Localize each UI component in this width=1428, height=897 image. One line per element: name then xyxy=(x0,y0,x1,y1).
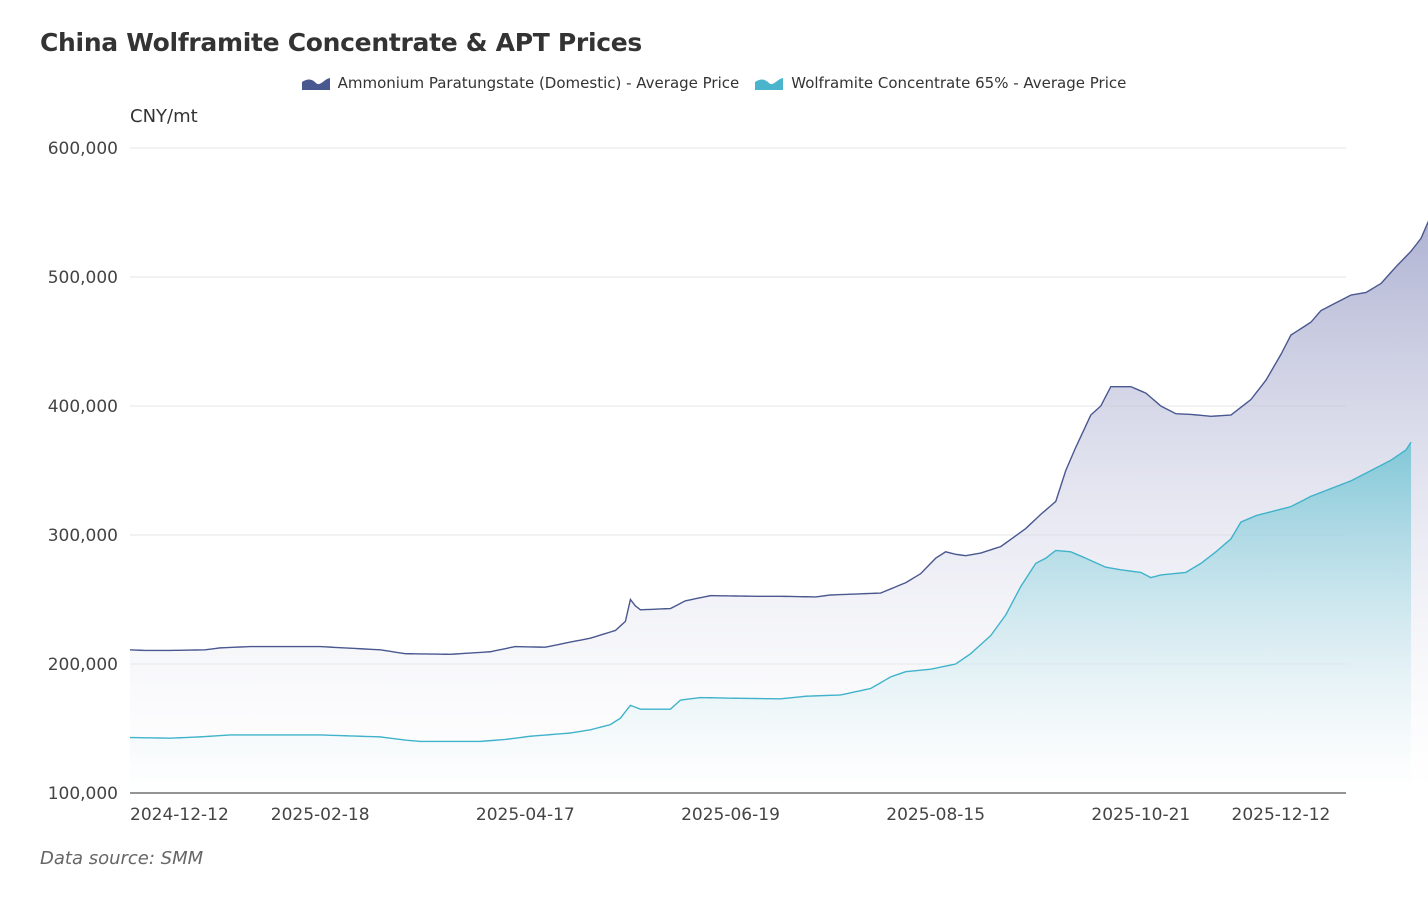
x-axis: 2024-12-12 2025-02-18 2025-04-17 2025-06-19… xyxy=(130,792,1346,825)
series-area-wolframite xyxy=(130,442,1412,793)
x-tick-label: 2025-08-15 xyxy=(886,805,985,825)
x-tick-label: 2024-12-12 xyxy=(130,805,229,825)
y-tick-label: 500,000 xyxy=(48,268,118,288)
legend: Ammonium Paratungstate (Domestic) - Aver… xyxy=(0,74,1428,92)
x-tick-label: 2025-04-17 xyxy=(476,805,575,825)
chart-title: China Wolframite Concentrate & APT Price… xyxy=(40,28,642,57)
legend-swatch-apt xyxy=(301,78,330,90)
series-line-wolframite xyxy=(129,441,1412,743)
y-axis-ticks: 100,000 200,000 300,000 400,000 500,000 600,0… xyxy=(48,139,118,804)
series-areas xyxy=(129,220,1428,793)
y-axis-unit: CNY/mt xyxy=(130,106,198,127)
x-tick-label: 2025-10-21 xyxy=(1091,805,1190,825)
legend-label-wolframite: Wolframite Concentrate 65% - Average Pri… xyxy=(791,74,1127,92)
y-tick-label: 100,000 xyxy=(48,784,118,804)
legend-label-apt: Ammonium Paratungstate (Domestic) - Aver… xyxy=(337,74,740,92)
legend-item-apt[interactable]: Ammonium Paratungstate (Domestic) - Aver… xyxy=(301,74,740,92)
data-source: Data source: SMM xyxy=(40,848,204,869)
x-tick-label: 2025-12-12 xyxy=(1232,805,1331,825)
y-tick-label: 300,000 xyxy=(48,526,118,546)
y-tick-label: 600,000 xyxy=(48,139,118,159)
legend-swatch-wolframite xyxy=(755,78,784,90)
x-tick-label: 2025-06-19 xyxy=(681,805,780,825)
legend-item-wolframite[interactable]: Wolframite Concentrate 65% - Average Pri… xyxy=(755,74,1126,92)
y-tick-label: 400,000 xyxy=(48,397,118,417)
x-tick-label: 2025-02-18 xyxy=(271,805,370,825)
series-line-apt xyxy=(129,220,1428,656)
y-tick-label: 200,000 xyxy=(48,655,118,675)
